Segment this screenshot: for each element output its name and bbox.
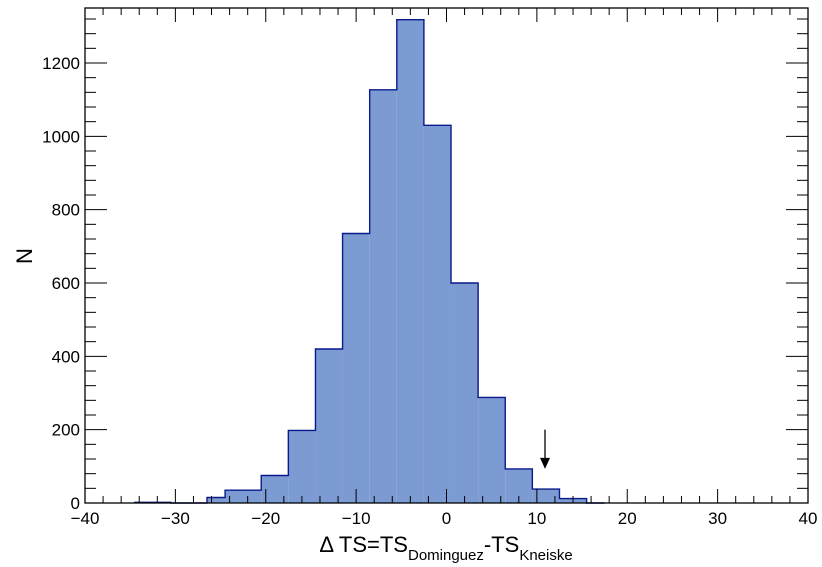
arrow-head (540, 457, 551, 469)
histogram-bar (451, 283, 479, 503)
x-tick-label: 40 (799, 509, 818, 528)
histogram-bars (134, 19, 587, 504)
histogram-bar (369, 89, 397, 504)
x-axis-title: Δ TS=TSDominguez-TSKneiske (319, 532, 572, 564)
histogram-step-line (134, 19, 605, 504)
x-tick-label: −40 (71, 509, 100, 528)
x-tick-label: 30 (708, 509, 727, 528)
x-axis-title-middle: -TS (484, 532, 519, 557)
histogram-bar (478, 397, 506, 503)
x-tick-label: −20 (251, 509, 280, 528)
y-tick-label: 400 (52, 347, 80, 366)
histogram-bar (532, 489, 560, 503)
y-tick-label: 200 (52, 421, 80, 440)
y-axis-title: N (12, 248, 37, 264)
x-axis-title-sub1: Dominguez (408, 547, 484, 564)
histogram-outline (134, 19, 605, 504)
y-tick-labels: 0 200 400 600 800 1000 1200 (42, 54, 80, 513)
x-tick-label: 10 (527, 509, 546, 528)
y-tick-label: 0 (71, 494, 80, 513)
histogram-bar (225, 490, 262, 503)
x-tick-label: 20 (618, 509, 637, 528)
x-axis-title-sub2: Kneiske (519, 547, 572, 564)
histogram-bar (288, 430, 316, 503)
y-tick-label: 600 (52, 274, 80, 293)
axis-ticks (84, 8, 809, 504)
x-tick-labels: −40 −30 −20 −10 0 10 20 30 40 (71, 509, 818, 528)
y-tick-label: 1200 (42, 54, 80, 73)
x-tick-label: −30 (161, 509, 190, 528)
threshold-arrow (540, 429, 551, 469)
x-tick-label: −10 (342, 509, 371, 528)
y-tick-label: 1000 (42, 127, 80, 146)
histogram-bar (396, 19, 424, 503)
histogram-bar (423, 125, 452, 503)
x-tick-label: 0 (442, 509, 451, 528)
x-axis-title-prefix: Δ TS=TS (319, 532, 408, 557)
histogram-bar (207, 497, 226, 503)
y-tick-label: 800 (52, 201, 80, 220)
histogram-bar (315, 349, 343, 503)
histogram-bar (342, 233, 370, 503)
